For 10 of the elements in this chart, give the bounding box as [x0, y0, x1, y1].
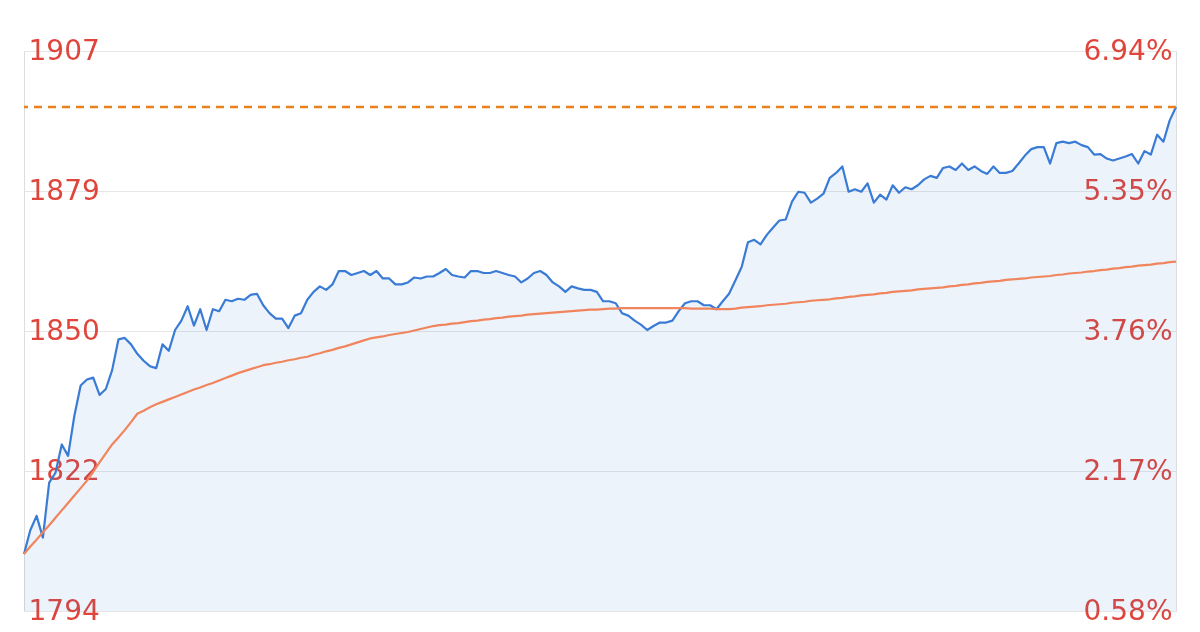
y2-tick-label: 5.35%	[1083, 173, 1173, 207]
line-series	[22, 260, 1178, 556]
y2-tick-label: 0.58%	[1083, 593, 1173, 627]
y2-tick-label: 6.94%	[1083, 33, 1173, 67]
y-tick-label: 1907	[28, 33, 100, 67]
y-tick-label: 1850	[28, 313, 100, 347]
y2-tick-label: 2.17%	[1083, 453, 1173, 487]
y-tick-label: 1794	[28, 593, 100, 627]
y-tick-label: 1879	[28, 173, 100, 207]
y2-tick-label: 3.76%	[1083, 313, 1173, 347]
